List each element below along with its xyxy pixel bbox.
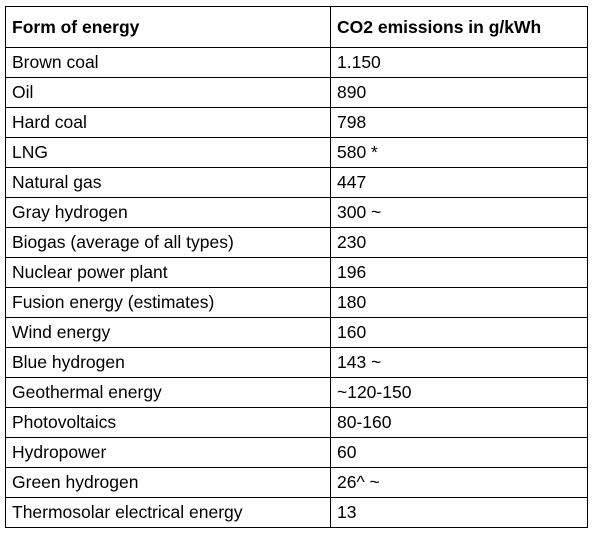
energy-form-cell: Oil <box>5 77 331 108</box>
energy-form-cell: Biogas (average of all types) <box>5 227 331 258</box>
emissions-value-cell: 890 <box>330 77 588 108</box>
table-row: Hard coal 798 <box>5 107 588 138</box>
energy-form-cell: Green hydrogen <box>5 467 331 498</box>
energy-form-cell: LNG <box>5 137 331 168</box>
table-row: Green hydrogen 26^ ~ <box>5 467 588 498</box>
table-row: Hydropower 60 <box>5 437 588 468</box>
emissions-value-cell: 80-160 <box>330 407 588 438</box>
emissions-value-cell: 300 ~ <box>330 197 588 228</box>
table-row: LNG 580 * <box>5 137 588 168</box>
emissions-value-cell: 160 <box>330 317 588 348</box>
emissions-value-cell: 798 <box>330 107 588 138</box>
table-row: Biogas (average of all types) 230 <box>5 227 588 258</box>
emissions-value-cell: 143 ~ <box>330 347 588 378</box>
emissions-table: Form of energy CO2 emissions in g/kWh Br… <box>5 6 588 528</box>
emissions-value-cell: 580 * <box>330 137 588 168</box>
energy-form-cell: Blue hydrogen <box>5 347 331 378</box>
table-row: Photovoltaics 80-160 <box>5 407 588 438</box>
energy-form-cell: Geothermal energy <box>5 377 331 408</box>
table-row: Gray hydrogen 300 ~ <box>5 197 588 228</box>
header-row: Form of energy CO2 emissions in g/kWh <box>5 6 588 48</box>
table-row: Natural gas 447 <box>5 167 588 198</box>
energy-form-cell: Fusion energy (estimates) <box>5 287 331 318</box>
emissions-value-cell: 13 <box>330 497 588 528</box>
energy-form-cell: Hard coal <box>5 107 331 138</box>
table-row: Fusion energy (estimates) 180 <box>5 287 588 318</box>
emissions-value-cell: 1.150 <box>330 47 588 78</box>
emissions-value-cell: 60 <box>330 437 588 468</box>
emissions-value-cell: 196 <box>330 257 588 288</box>
emissions-value-cell: ~120-150 <box>330 377 588 408</box>
energy-form-cell: Thermosolar electrical energy <box>5 497 331 528</box>
table-header: Form of energy CO2 emissions in g/kWh <box>5 6 588 48</box>
energy-form-cell: Wind energy <box>5 317 331 348</box>
table-row: Geothermal energy ~120-150 <box>5 377 588 408</box>
table-row: Wind energy 160 <box>5 317 588 348</box>
energy-form-cell: Photovoltaics <box>5 407 331 438</box>
energy-form-cell: Nuclear power plant <box>5 257 331 288</box>
table-row: Blue hydrogen 143 ~ <box>5 347 588 378</box>
emissions-value-cell: 230 <box>330 227 588 258</box>
energy-form-cell: Natural gas <box>5 167 331 198</box>
emissions-value-cell: 180 <box>330 287 588 318</box>
table-row: Brown coal 1.150 <box>5 47 588 78</box>
energy-form-cell: Gray hydrogen <box>5 197 331 228</box>
table-row: Nuclear power plant 196 <box>5 257 588 288</box>
table-row: Thermosolar electrical energy 13 <box>5 497 588 528</box>
emissions-value-cell: 26^ ~ <box>330 467 588 498</box>
header-co2-emissions: CO2 emissions in g/kWh <box>330 6 588 48</box>
table-row: Oil 890 <box>5 77 588 108</box>
header-form-of-energy: Form of energy <box>5 6 331 48</box>
energy-form-cell: Brown coal <box>5 47 331 78</box>
table-body: Brown coal 1.150 Oil 890 Hard coal 798 L… <box>5 47 588 528</box>
energy-form-cell: Hydropower <box>5 437 331 468</box>
emissions-value-cell: 447 <box>330 167 588 198</box>
